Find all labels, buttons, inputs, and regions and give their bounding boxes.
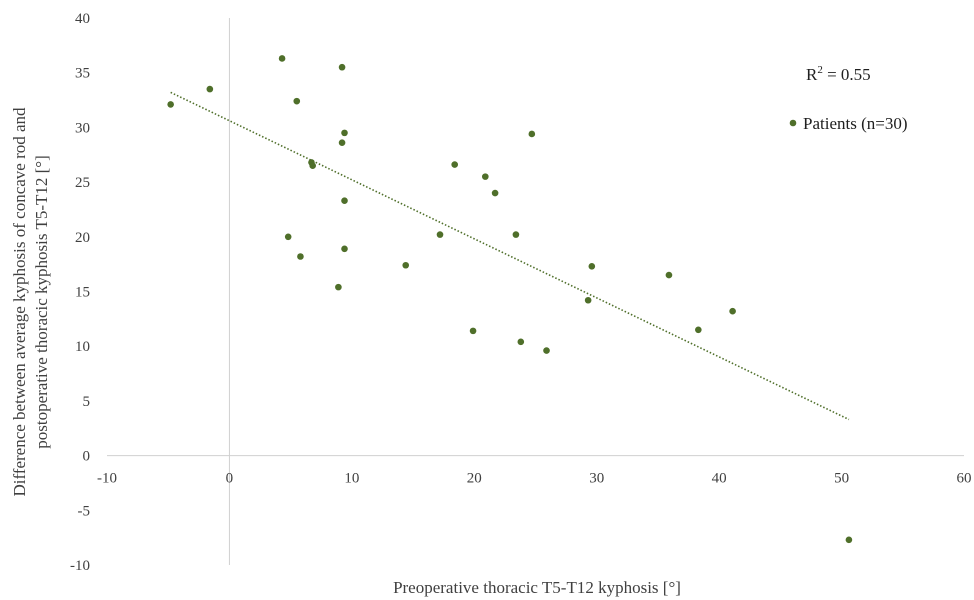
data-point [309,162,316,169]
data-point [543,347,550,354]
x-tick-label: 50 [834,471,849,487]
x-tick-label: 10 [344,471,359,487]
data-point [588,263,596,270]
y-axis-title-line-2: postoperative thoracic kyphosis T5-T12 [… [32,155,51,449]
data-point [665,271,673,279]
data-point [729,307,736,315]
y-tick-label: 10 [75,339,90,355]
y-tick-label: 35 [75,66,90,82]
y-tick-label: 0 [83,449,91,465]
data-point [338,139,346,147]
data-point [528,130,536,138]
y-tick-label: 25 [75,175,90,191]
y-tick-label: -10 [70,558,90,574]
legend-label: Patients (n=30) [803,114,908,133]
data-point [517,338,525,346]
axes [107,18,964,565]
legend: Patients (n=30) [789,114,908,133]
y-tick-label: 30 [75,120,90,136]
data-point [436,231,444,238]
data-point [402,261,410,269]
data-point [167,101,174,108]
x-tick-label: 40 [712,471,727,487]
x-tick-label: 0 [226,471,234,487]
data-points [167,55,853,544]
y-axis-title-line-1: Difference between average kyphosis of c… [10,107,29,497]
y-tick-label: 40 [75,11,90,27]
data-point [451,161,458,168]
y-tick-label: 5 [83,394,91,410]
trendline [170,91,850,421]
data-point [278,55,286,62]
tick-labels: -10 0 10 20 30 40 50 60 -10 -5 0 5 10 15 20 25 30 35 40 [70,11,972,574]
y-tick-label: -5 [78,503,91,519]
data-point [293,97,301,105]
data-point [297,253,304,260]
data-point [284,233,292,241]
data-point [206,85,214,93]
data-point [341,245,348,253]
r-squared-annotation: R2 = 0.55 [806,64,871,84]
y-tick-label: 20 [75,230,90,246]
legend-marker [789,119,797,127]
data-point [512,231,520,238]
data-point [341,197,348,204]
data-point [482,173,489,180]
x-axis-title: Preoperative thoracic T5-T12 kyphosis [°… [393,578,681,597]
data-point [584,296,592,304]
trendline-layer [170,91,850,421]
data-point [341,129,348,137]
x-tick-label: -10 [97,471,117,487]
data-point [845,536,853,544]
x-tick-label: 20 [467,471,482,487]
data-point [335,283,342,291]
data-point [469,327,477,335]
y-tick-label: 15 [75,285,90,301]
x-tick-label: 30 [589,471,604,487]
data-point [491,189,499,197]
x-tick-label: 60 [957,471,972,487]
data-point [338,63,346,71]
data-point [695,326,702,334]
